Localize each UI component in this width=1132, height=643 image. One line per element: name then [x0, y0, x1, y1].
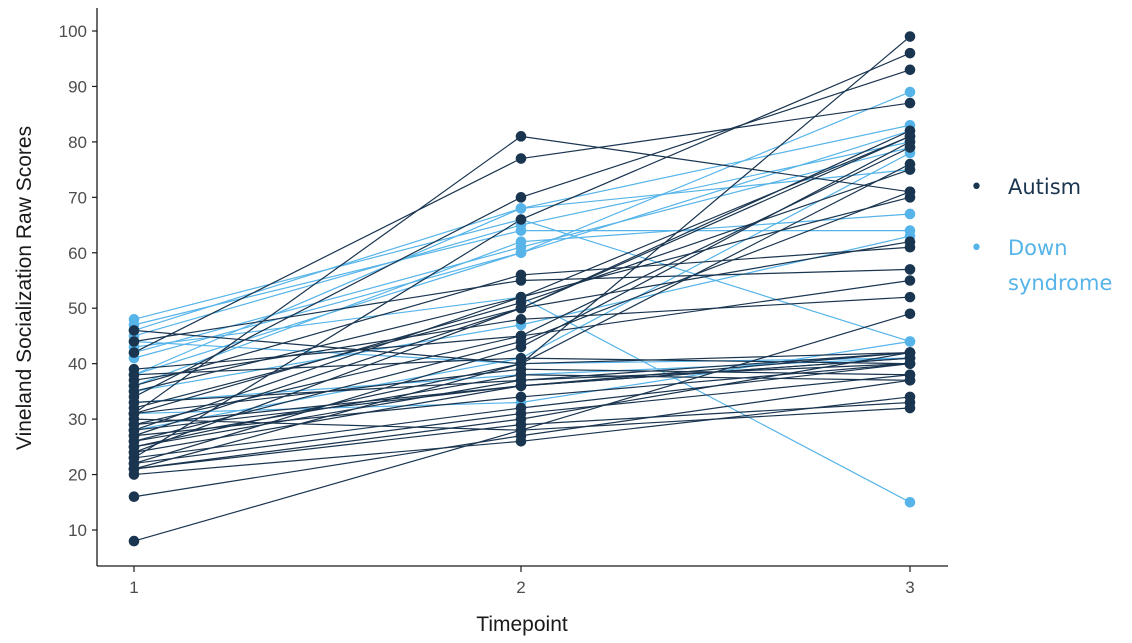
data-point-down-syndrome-41-2 [904, 208, 916, 220]
data-point-autism-24-2 [904, 164, 916, 175]
data-point-down-syndrome-42-2 [904, 86, 916, 98]
data-point-autism-28-1 [515, 291, 527, 303]
y-tick-label: 50 [68, 299, 87, 318]
data-point-autism-34-1 [515, 275, 527, 286]
x-axis-title: Timepoint [476, 613, 568, 636]
legend-item-autism: • Autism [960, 170, 1130, 205]
series-points [128, 31, 916, 547]
y-tick-label: 70 [68, 188, 87, 207]
x-axis-ticks: 1 2 3 [129, 566, 915, 597]
data-point-autism-22-2 [904, 402, 916, 414]
legend-bullet-down-syndrome: • [970, 236, 983, 261]
data-point-autism-22-1 [515, 424, 527, 436]
y-tick-label: 80 [68, 133, 87, 152]
data-point-autism-20-2 [904, 142, 916, 153]
data-point-autism-0-0 [128, 535, 140, 547]
data-point-autism-17-1 [515, 391, 527, 403]
legend-label-autism: Autism [1008, 175, 1082, 199]
data-point-down-syndrome-48-1 [515, 203, 527, 214]
data-point-down-syndrome-51-2 [904, 496, 916, 508]
data-point-autism-33-1 [515, 153, 527, 164]
y-tick-label: 100 [59, 22, 87, 41]
data-point-autism-25-1 [515, 302, 527, 314]
y-axis-title: Vineland Socialization Raw Scores [13, 126, 36, 450]
data-point-autism-29-2 [904, 241, 916, 253]
data-point-autism-31-2 [904, 358, 916, 369]
y-tick-label: 90 [68, 77, 87, 96]
y-tick-label: 20 [68, 466, 87, 485]
data-point-autism-34-2 [904, 264, 916, 275]
data-point-autism-26-1 [515, 375, 527, 386]
legend-item-down-syndrome: • Down syndrome [960, 231, 1130, 301]
data-point-autism-36-1 [515, 131, 527, 142]
data-point-autism-33-2 [904, 97, 916, 109]
data-point-autism-0-2 [904, 308, 916, 320]
data-point-autism-8-1 [515, 402, 527, 414]
data-point-autism-32-2 [904, 275, 916, 286]
data-point-autism-35-1 [515, 358, 527, 369]
data-point-autism-36-2 [904, 186, 916, 198]
x-tick-label: 3 [905, 578, 914, 597]
data-point-autism-27-2 [904, 64, 916, 76]
y-tick-label: 40 [68, 355, 87, 374]
data-point-autism-1-0 [128, 491, 140, 503]
data-point-autism-34-0 [128, 336, 140, 347]
legend-bullet-autism: • [970, 175, 983, 200]
data-point-autism-28-2 [904, 131, 916, 142]
data-point-autism-30-1 [515, 314, 527, 325]
data-point-autism-35-2 [904, 347, 916, 358]
series-lines [133, 36, 911, 542]
data-point-down-syndrome-50-2 [904, 336, 916, 347]
y-axis-ticks: 10 20 30 40 50 60 70 80 90 100 [59, 22, 97, 540]
data-point-down-syndrome-49-2 [904, 225, 916, 236]
data-point-down-syndrome-49-1 [515, 225, 527, 236]
x-tick-label: 2 [516, 578, 525, 597]
y-tick-label: 30 [68, 410, 87, 429]
data-point-autism-35-0 [128, 325, 140, 336]
data-point-autism-2-1 [515, 435, 527, 447]
x-tick-label: 1 [129, 578, 138, 597]
data-point-autism-33-0 [128, 347, 140, 358]
data-point-autism-32-1 [515, 330, 527, 342]
legend: • Autism • Down syndrome [960, 170, 1130, 327]
legend-label-down-syndrome: Down syndrome [1008, 236, 1113, 295]
data-point-autism-23-2 [904, 369, 916, 381]
data-point-autism-36-0 [128, 408, 140, 419]
y-tick-label: 10 [68, 521, 87, 540]
data-point-autism-4-2 [904, 31, 916, 42]
data-point-autism-9-2 [904, 47, 916, 59]
data-point-autism-32-0 [128, 363, 140, 375]
data-point-autism-27-1 [515, 192, 527, 203]
data-point-autism-9-1 [515, 214, 527, 225]
data-point-down-syndrome-50-0 [128, 314, 140, 325]
y-tick-label: 60 [68, 244, 87, 263]
data-point-down-syndrome-45-1 [515, 241, 527, 253]
data-point-autism-30-2 [904, 291, 916, 303]
